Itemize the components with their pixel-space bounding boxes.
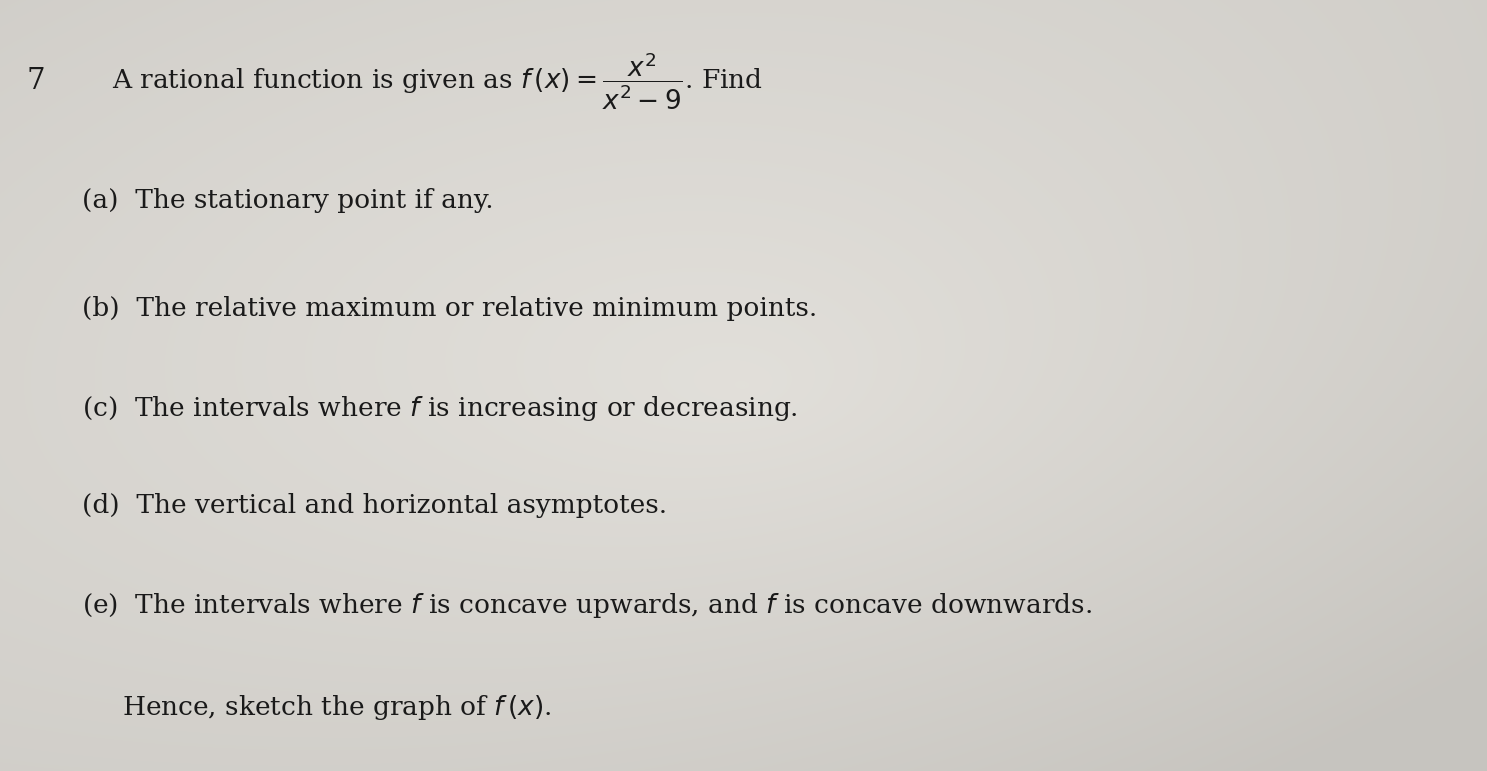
- Text: A rational function is given as $f\,(x) = \dfrac{x^2}{x^2-9}$. Find: A rational function is given as $f\,(x) …: [112, 50, 763, 112]
- Text: (d)  The vertical and horizontal asymptotes.: (d) The vertical and horizontal asymptot…: [82, 493, 666, 517]
- Text: (c)  The intervals where $f$ is increasing or decreasing.: (c) The intervals where $f$ is increasin…: [82, 394, 797, 423]
- Text: 7: 7: [27, 67, 46, 95]
- Text: Hence, sketch the graph of $f\,(x)$.: Hence, sketch the graph of $f\,(x)$.: [122, 693, 552, 722]
- Text: (e)  The intervals where $f$ is concave upwards, and $f$ is concave downwards.: (e) The intervals where $f$ is concave u…: [82, 591, 1091, 620]
- Text: (a)  The stationary point if any.: (a) The stationary point if any.: [82, 188, 494, 213]
- Text: (b)  The relative maximum or relative minimum points.: (b) The relative maximum or relative min…: [82, 296, 816, 321]
